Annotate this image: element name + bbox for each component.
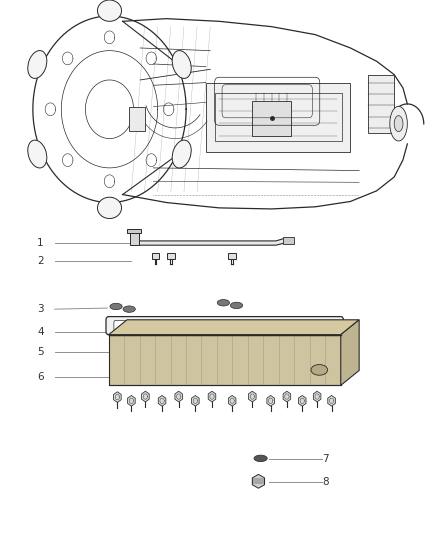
Polygon shape (113, 392, 121, 402)
Ellipse shape (97, 0, 121, 21)
Ellipse shape (311, 365, 328, 375)
Polygon shape (248, 391, 256, 402)
Bar (152, 253, 159, 259)
Polygon shape (109, 320, 359, 335)
Polygon shape (109, 335, 341, 385)
Text: 1: 1 (37, 238, 44, 247)
Polygon shape (158, 395, 166, 406)
Polygon shape (138, 236, 285, 245)
Polygon shape (328, 395, 336, 406)
Polygon shape (228, 395, 236, 406)
Ellipse shape (230, 302, 243, 309)
Polygon shape (130, 233, 139, 245)
Polygon shape (267, 395, 275, 406)
Bar (228, 253, 236, 259)
Text: 7: 7 (322, 455, 328, 464)
Text: 3: 3 (37, 304, 44, 314)
Polygon shape (127, 229, 141, 233)
Ellipse shape (28, 140, 47, 168)
FancyBboxPatch shape (106, 317, 343, 335)
Ellipse shape (390, 107, 407, 141)
Ellipse shape (254, 455, 267, 462)
Ellipse shape (110, 303, 122, 310)
Ellipse shape (28, 51, 47, 78)
Text: 2: 2 (37, 256, 44, 266)
FancyBboxPatch shape (114, 320, 336, 331)
Polygon shape (175, 391, 183, 402)
Ellipse shape (172, 51, 191, 78)
Bar (283, 237, 294, 244)
Ellipse shape (394, 116, 403, 132)
Ellipse shape (97, 197, 121, 219)
Polygon shape (191, 395, 199, 406)
Polygon shape (208, 391, 216, 402)
Polygon shape (252, 474, 265, 488)
Bar (368, 75, 394, 133)
Bar (129, 107, 145, 131)
Polygon shape (313, 391, 321, 402)
Polygon shape (283, 391, 291, 402)
Bar (215, 93, 342, 141)
Polygon shape (127, 395, 135, 406)
Polygon shape (298, 395, 306, 406)
Ellipse shape (123, 306, 135, 312)
Bar (252, 101, 291, 136)
Bar (167, 253, 175, 259)
Polygon shape (141, 391, 149, 402)
Polygon shape (341, 320, 359, 385)
Ellipse shape (217, 300, 230, 306)
Text: 4: 4 (37, 327, 44, 336)
Ellipse shape (172, 140, 191, 168)
Text: 5: 5 (37, 347, 44, 357)
Bar (206, 83, 350, 152)
Text: 6: 6 (37, 373, 44, 382)
Text: 8: 8 (322, 478, 328, 487)
